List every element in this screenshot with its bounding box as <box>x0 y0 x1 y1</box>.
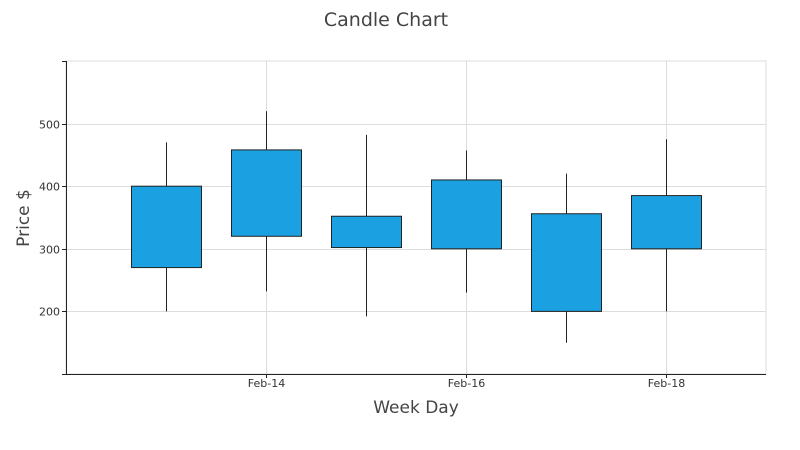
candle <box>531 173 602 343</box>
candles <box>131 111 702 343</box>
candle <box>631 139 702 312</box>
x-axis-title: Week Day <box>373 398 459 418</box>
candle-body <box>331 215 402 249</box>
y-tick-label: 200 <box>39 306 60 319</box>
chart-title: Candle Chart <box>324 9 448 31</box>
y-tick-label: 300 <box>39 244 60 257</box>
x-tick-label: Feb-16 <box>448 377 485 390</box>
x-tick-label: Feb-14 <box>248 377 285 390</box>
candle <box>331 134 402 317</box>
y-axis-title: Price $ <box>14 189 34 247</box>
candle-body <box>131 185 202 269</box>
candle-body <box>431 179 502 250</box>
candle <box>131 142 202 312</box>
x-tick-label: Feb-18 <box>648 377 685 390</box>
candle-body <box>531 213 602 312</box>
candle-body <box>231 149 302 237</box>
y-tick-label: 500 <box>39 119 60 132</box>
candle-body <box>631 195 702 250</box>
candle <box>431 150 502 293</box>
tick-labels: 200 300 400 500 Feb-14 Feb-16 Feb-18 <box>39 119 685 391</box>
candle <box>231 111 302 292</box>
axes <box>62 61 766 378</box>
y-tick-label: 400 <box>39 181 60 194</box>
